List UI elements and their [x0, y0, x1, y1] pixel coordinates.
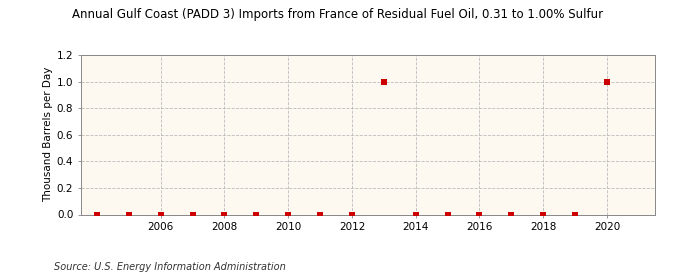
Point	[187, 212, 198, 217]
Point	[538, 212, 549, 217]
Point	[219, 212, 230, 217]
Point	[92, 212, 103, 217]
Point	[410, 212, 421, 217]
Point	[155, 212, 166, 217]
Y-axis label: Thousand Barrels per Day: Thousand Barrels per Day	[43, 67, 53, 202]
Point	[251, 212, 262, 217]
Point	[601, 79, 612, 84]
Point	[506, 212, 517, 217]
Point	[474, 212, 485, 217]
Point	[442, 212, 453, 217]
Point	[379, 79, 389, 84]
Point	[315, 212, 325, 217]
Point	[124, 212, 134, 217]
Text: Source: U.S. Energy Information Administration: Source: U.S. Energy Information Administ…	[54, 262, 286, 272]
Point	[283, 212, 294, 217]
Text: Annual Gulf Coast (PADD 3) Imports from France of Residual Fuel Oil, 0.31 to 1.0: Annual Gulf Coast (PADD 3) Imports from …	[72, 8, 603, 21]
Point	[346, 212, 357, 217]
Point	[570, 212, 580, 217]
